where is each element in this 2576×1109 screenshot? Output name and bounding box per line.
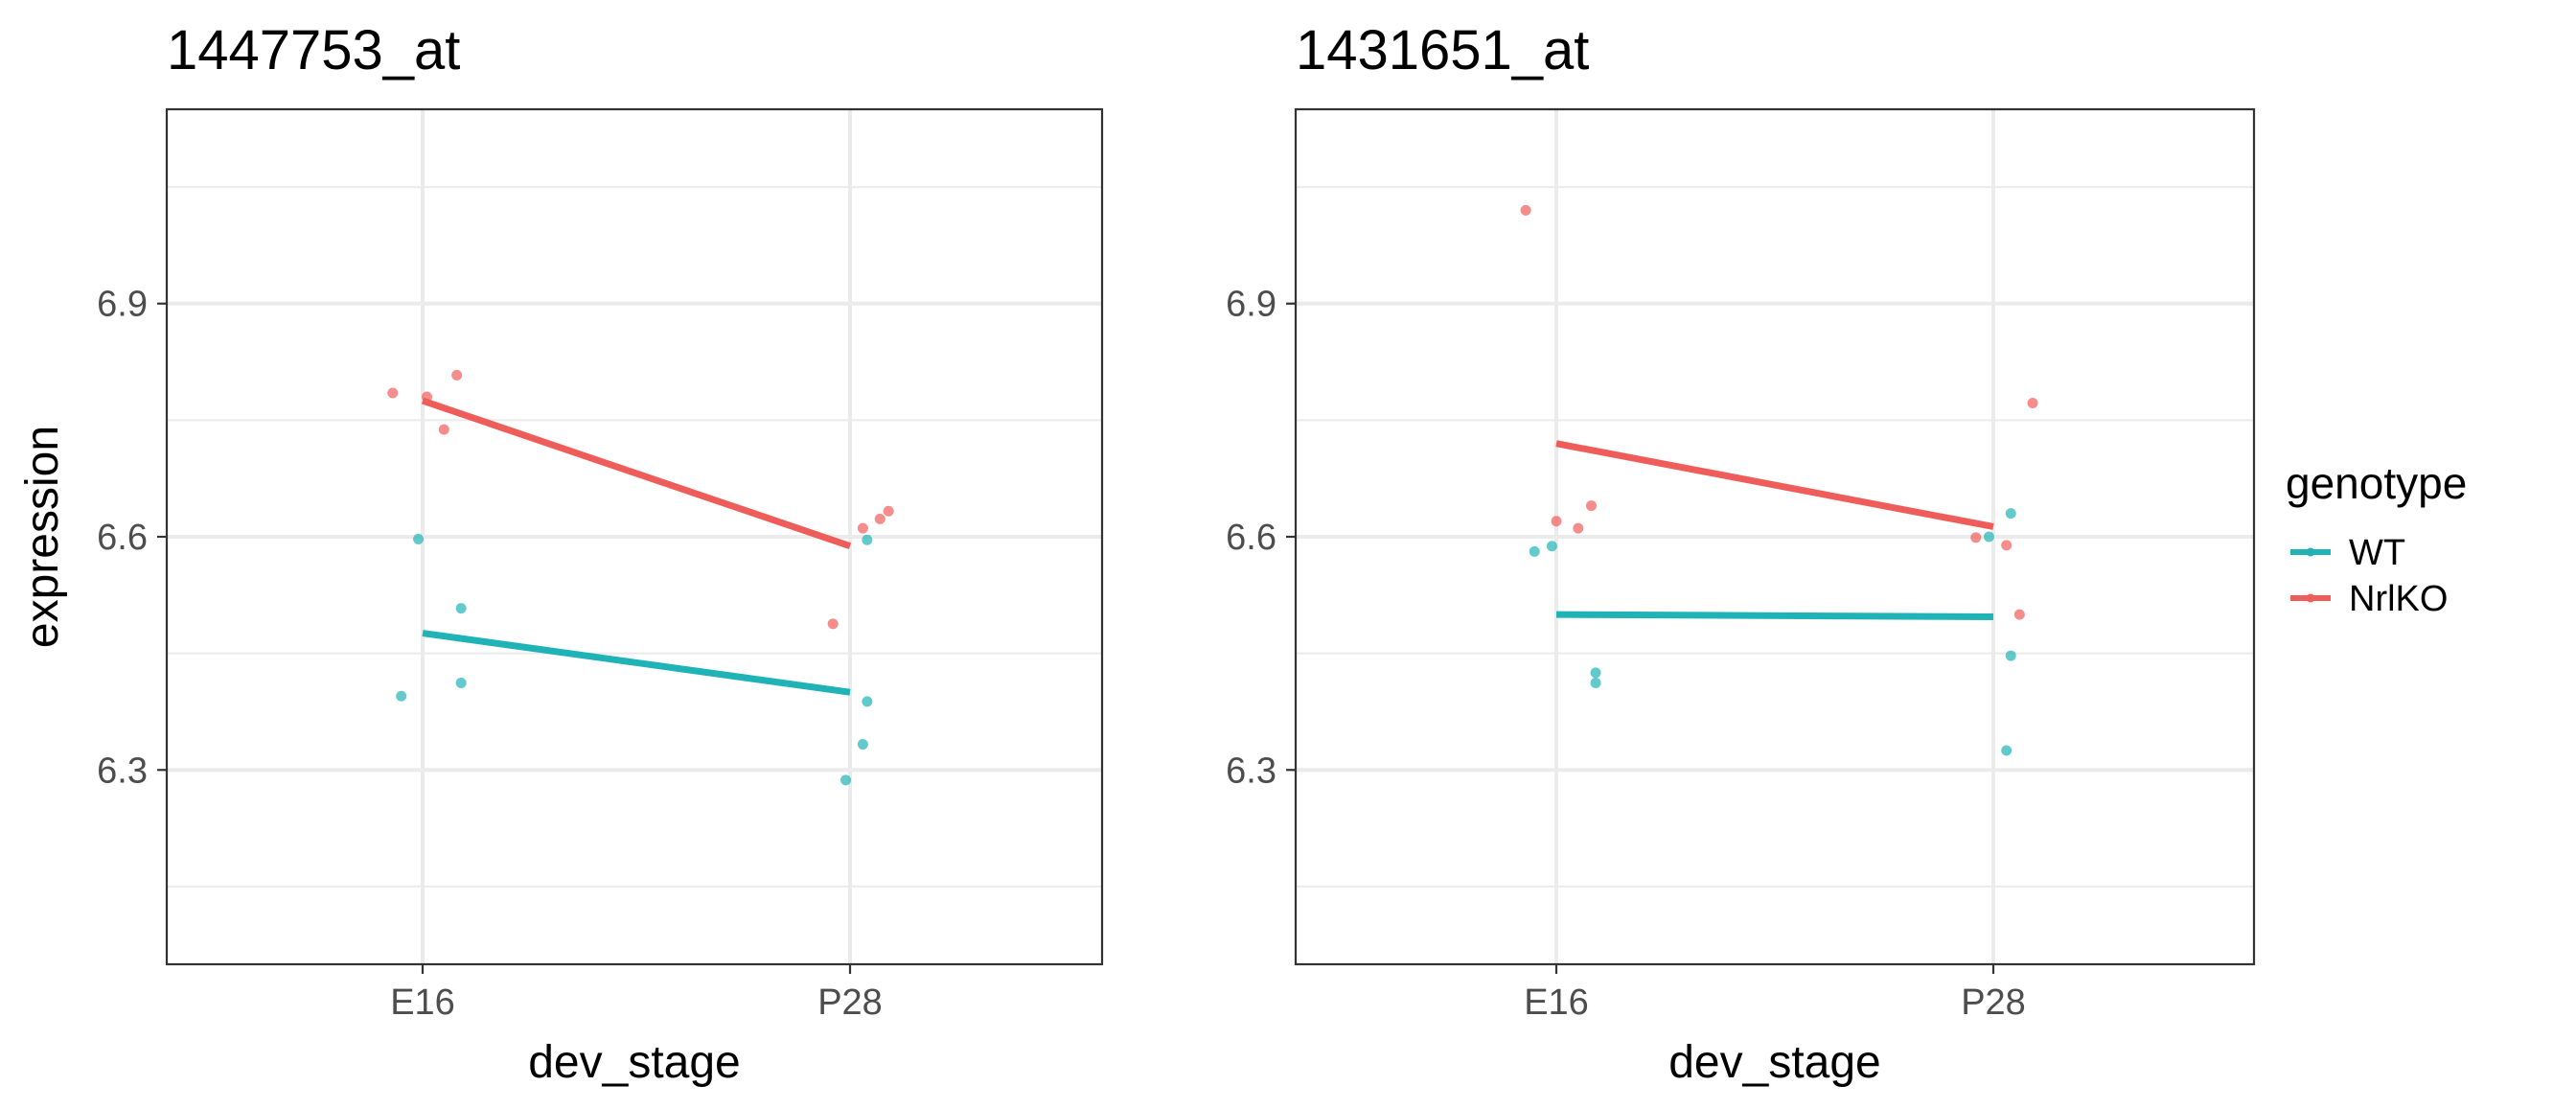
y-tick-label: 6.6: [97, 518, 148, 558]
data-point-nrlko: [2013, 609, 2025, 620]
panel-title: 1431651_at: [1296, 19, 1589, 81]
data-point-nrlko: [857, 522, 868, 534]
grid-lines: [1296, 109, 2254, 964]
legend-title: genotype: [2286, 458, 2467, 508]
facet-panel-1447753-at: 1447753_at 6.3 6.6 6.9 E16 P28 dev_stage ex…: [17, 19, 1104, 1088]
x-axis-ticks: E16 P28: [390, 964, 883, 1023]
data-point-nrlko: [874, 513, 886, 524]
x-tick-label: P28: [1961, 982, 2026, 1023]
grid-lines: [167, 109, 1102, 964]
legend-label: NrlKO: [2349, 579, 2448, 619]
mean-lines: [421, 397, 852, 696]
y-tick-label: 6.3: [1226, 751, 1276, 791]
data-point-nrlko: [883, 505, 894, 517]
data-point-nrlko: [451, 369, 463, 381]
data-point-nrlko: [1520, 204, 1531, 216]
y-tick-label: 6.9: [97, 285, 148, 325]
data-point-nrlko: [387, 387, 399, 399]
legend-label: WT: [2349, 533, 2405, 573]
data-point-wt: [1546, 541, 1557, 552]
legend-key-point: [2306, 547, 2315, 557]
x-axis-title: dev_stage: [528, 1037, 741, 1088]
legend-item-nrlko: NrlKO: [2290, 579, 2448, 619]
data-point-nrlko: [438, 424, 449, 435]
data-point-nrlko: [1573, 522, 1584, 534]
data-point-wt: [2005, 508, 2016, 520]
mean-line-wt: [1555, 611, 1994, 621]
x-tick-label: P28: [817, 982, 883, 1023]
mean-line-nrlko: [421, 397, 852, 550]
data-point-nrlko: [2001, 540, 2012, 551]
legend: genotype WT NrlKO: [2286, 458, 2467, 619]
mean-lines: [1555, 440, 1994, 621]
data-point-nrlko: [1585, 500, 1597, 512]
panel-title: 1447753_at: [167, 19, 460, 81]
data-point-wt: [413, 533, 425, 544]
data-point-nrlko: [1551, 516, 1562, 527]
data-point-wt: [396, 690, 407, 702]
y-tick-label: 6.3: [97, 751, 148, 791]
data-point-wt: [862, 534, 873, 545]
data-point-wt: [862, 696, 873, 707]
data-point-wt: [455, 677, 467, 688]
legend-key-point: [2306, 593, 2315, 603]
data-point-wt: [2001, 745, 2012, 756]
data-point-nrlko: [1970, 532, 1982, 543]
y-tick-label: 6.9: [1226, 285, 1276, 325]
y-axis-title: expression: [17, 426, 68, 648]
x-tick-label: E16: [1524, 982, 1589, 1023]
mean-line-wt: [422, 630, 851, 696]
y-axis-ticks: 6.3 6.6 6.9: [1226, 285, 1296, 791]
data-point-wt: [857, 739, 868, 751]
y-tick-label: 6.6: [1226, 518, 1276, 558]
data-points: [1520, 204, 2038, 756]
x-tick-label: E16: [390, 982, 455, 1023]
data-point-nrlko: [827, 618, 839, 630]
x-axis-ticks: E16 P28: [1524, 964, 2026, 1023]
data-point-wt: [840, 774, 852, 786]
data-point-wt: [1590, 667, 1601, 679]
data-point-wt: [2005, 650, 2016, 661]
y-axis-ticks: 6.3 6.6 6.9: [97, 285, 167, 791]
data-point-nrlko: [2027, 398, 2038, 409]
legend-item-wt: WT: [2290, 533, 2405, 573]
mean-line-nrlko: [1555, 440, 1994, 530]
facet-panel-1431651-at: 1431651_at 6.3 6.6 6.9 E16 P28 dev_stage: [1226, 19, 2256, 1088]
data-point-wt: [1590, 677, 1601, 688]
data-point-nrlko: [421, 391, 432, 403]
data-points: [387, 369, 894, 786]
data-point-wt: [1983, 531, 1994, 543]
x-axis-title: dev_stage: [1668, 1037, 1881, 1088]
data-point-wt: [455, 603, 467, 614]
data-point-wt: [1529, 545, 1540, 557]
